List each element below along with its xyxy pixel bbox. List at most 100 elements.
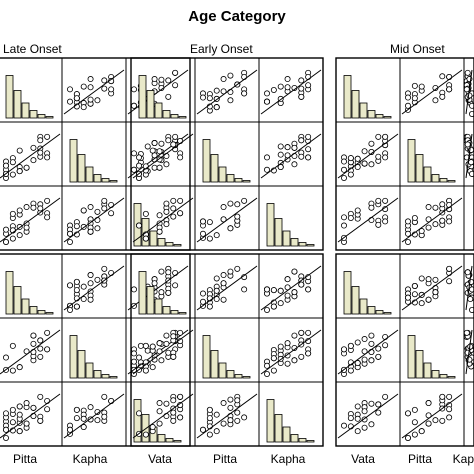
histogram-bar (77, 350, 86, 379)
scatter-point (158, 140, 165, 147)
histogram-bar (367, 110, 376, 119)
scatter-point (347, 367, 354, 374)
histogram-bar (109, 376, 118, 379)
scatter-point (404, 102, 411, 109)
histogram-bar (351, 90, 360, 119)
histogram-bar (157, 238, 166, 247)
scatter-point (80, 283, 87, 290)
histogram-bar (93, 174, 102, 183)
histogram-bar (359, 102, 368, 119)
scatter-point (263, 286, 270, 293)
scatter-point (80, 207, 87, 214)
scatter-point (469, 286, 474, 293)
matrix-cell (0, 381, 63, 447)
scatter-point (277, 164, 284, 171)
histogram-bar (290, 434, 299, 443)
scatter-point (284, 360, 291, 367)
histogram-bar (165, 242, 174, 247)
scatter-point (130, 102, 137, 109)
scatter-point (158, 289, 165, 296)
histogram-bar (85, 166, 94, 183)
scatter-point (340, 222, 347, 229)
scatter-point (425, 400, 432, 407)
scatter-point (464, 269, 471, 276)
histogram-bar (282, 230, 291, 247)
histogram-bar (423, 362, 432, 379)
scatter-point (206, 219, 213, 226)
scatter-point (142, 210, 149, 217)
scatter-point (163, 340, 170, 347)
scatter-point (206, 415, 213, 422)
scatter-point (151, 76, 158, 83)
scatter-point (368, 400, 375, 407)
scatter-point (37, 417, 44, 424)
scatter-point (340, 166, 347, 173)
scatter-point (382, 218, 389, 225)
scatter-point (101, 85, 108, 92)
histogram-bar (157, 434, 166, 443)
scatter-point (411, 82, 418, 89)
fit-line (260, 265, 322, 311)
scatter-point (340, 174, 347, 181)
histogram-bar (359, 298, 368, 315)
scatter-point (291, 357, 298, 364)
scatter-point (142, 367, 149, 374)
scatter-point (213, 232, 220, 239)
histogram-bar (85, 362, 94, 379)
scatter-point (199, 290, 206, 297)
histogram-bar (274, 218, 283, 247)
scatter-point (73, 406, 80, 413)
scatter-point (227, 225, 234, 232)
scatter-point (206, 406, 213, 413)
histogram-bar (202, 139, 211, 183)
scatter-point (108, 201, 115, 208)
histogram-bar (218, 166, 227, 183)
fit-line (132, 393, 194, 439)
scatter-point (305, 329, 312, 336)
scatter-point (298, 77, 305, 84)
scatter-point (291, 144, 298, 151)
histogram-bar (439, 374, 448, 379)
matrix-cell (0, 185, 63, 251)
scatter-point (234, 213, 241, 220)
scatter-point (241, 286, 248, 293)
scatter-point (67, 98, 74, 105)
scatter-point (375, 409, 382, 416)
scatter-point (16, 403, 23, 410)
scatter-point (87, 280, 94, 287)
fit-line (401, 393, 463, 439)
scatter-point (347, 214, 354, 221)
scatter-point (165, 137, 172, 144)
scatter-point (469, 102, 474, 109)
scatter-point (30, 204, 37, 211)
scatter-point (277, 287, 284, 294)
scatter-point (241, 414, 248, 421)
scatter-point (172, 282, 179, 289)
histogram-bar (266, 399, 275, 443)
scatter-point (3, 354, 9, 361)
scatter-point (135, 154, 142, 161)
scatter-point (177, 154, 184, 161)
histogram-bar (298, 242, 307, 247)
histogram-bar (306, 440, 315, 443)
scatter-point (220, 76, 227, 83)
scatter-point (425, 276, 432, 283)
scatter-point (298, 137, 305, 144)
scatter-point (347, 171, 354, 178)
scatter-point (347, 155, 354, 162)
scatter-point (170, 353, 177, 360)
scatter-point (368, 161, 375, 168)
scatter-point (151, 140, 158, 147)
scatter-point (464, 141, 471, 148)
scatter-point (135, 354, 142, 361)
scatter-point (277, 343, 284, 350)
scatter-point (361, 408, 368, 415)
scatter-point (446, 73, 453, 80)
scatter-point (340, 214, 347, 221)
matrix-cell (258, 57, 324, 123)
scatter-point (101, 205, 108, 212)
histogram-bar (415, 154, 424, 183)
scatter-point (23, 204, 30, 211)
scatter-point (298, 353, 305, 360)
